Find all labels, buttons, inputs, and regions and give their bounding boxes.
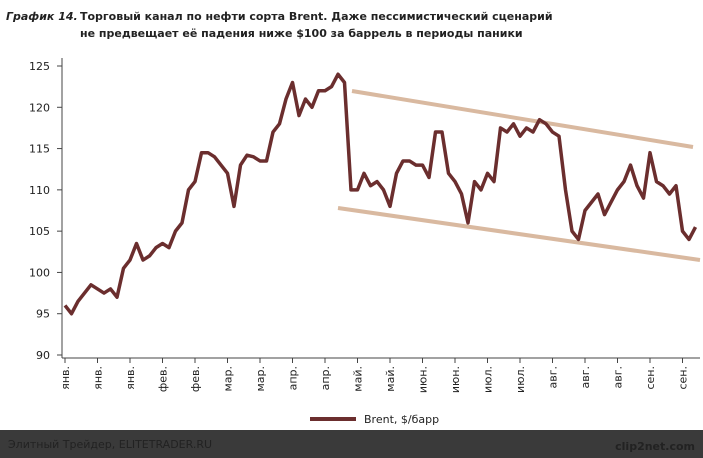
trend-line [351, 89, 694, 149]
footer-bar [0, 430, 703, 458]
y-tick-label: 125 [29, 60, 50, 73]
x-tick-label: фев. [157, 366, 170, 392]
chart-title: Торговый канал по нефти сорта Brent. Даж… [80, 10, 553, 23]
x-tick-label: авг. [579, 366, 592, 389]
line [63, 72, 698, 316]
x-tick-label: июл. [482, 366, 495, 393]
x-tick-label: фев. [189, 366, 202, 392]
x-tick-label: янв. [92, 366, 105, 390]
x-tick-label: авг. [612, 366, 625, 389]
y-tick-label: 120 [29, 101, 50, 114]
x-tick-label: сен. [677, 366, 690, 390]
x-tick-label: мар. [222, 366, 235, 392]
x-tick-label: июл. [514, 366, 527, 393]
x-tick-label: янв. [59, 366, 72, 390]
watermark: clip2net.com [615, 440, 695, 453]
x-tick-label: июн. [449, 366, 462, 393]
title-label: График 14. [6, 10, 78, 23]
y-tick-label: 90 [36, 349, 50, 362]
y-tick-label: 95 [36, 308, 50, 321]
x-tick-label: сен. [644, 366, 657, 390]
x-tick-label: май. [384, 366, 397, 392]
trend-line [337, 206, 701, 262]
footer-text: Элитный Трейдер, ELITETRADER.RU [8, 438, 212, 451]
y-tick-label: 105 [29, 225, 50, 238]
y-tick-label: 100 [29, 266, 50, 279]
x-tick-label: апр. [287, 366, 300, 390]
x-tick-label: май. [352, 366, 365, 392]
x-tick-label: июн. [417, 366, 430, 393]
x-tick-label: апр. [319, 366, 332, 390]
chart-title: не предвещает её падения ниже $100 за ба… [80, 27, 523, 40]
x-tick-label: мар. [254, 366, 267, 392]
y-tick-label: 110 [29, 184, 50, 197]
y-tick-label: 115 [29, 143, 50, 156]
x-tick-label: авг. [547, 366, 560, 389]
legend-label: Brent, $/барр [364, 413, 439, 426]
x-tick-label: янв. [124, 366, 137, 390]
